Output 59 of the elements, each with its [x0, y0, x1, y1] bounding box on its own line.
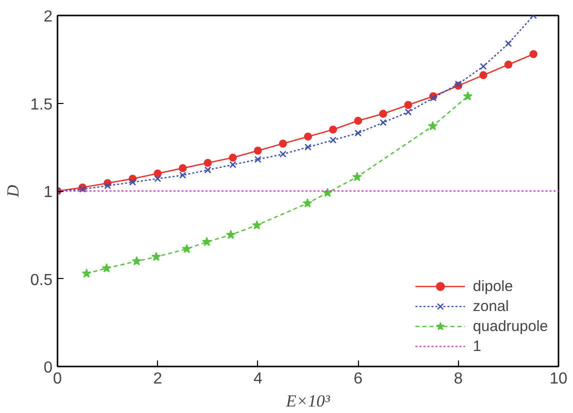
point — [82, 268, 92, 278]
x-tick-label: 2 — [153, 370, 162, 388]
point — [463, 91, 473, 100]
x-axis-title: E×10³ — [285, 392, 331, 410]
legend-label: quadrupole — [472, 318, 548, 334]
point — [304, 132, 312, 141]
point — [480, 62, 487, 70]
x-tick-label: 4 — [253, 370, 262, 388]
point — [154, 175, 162, 182]
x-tick-label: 6 — [354, 370, 363, 388]
legend-label: zonal — [472, 298, 509, 314]
point — [179, 172, 186, 179]
point — [529, 50, 538, 58]
point — [454, 80, 462, 88]
point — [204, 166, 212, 174]
point — [254, 156, 262, 163]
point — [182, 244, 192, 254]
point — [252, 220, 262, 230]
point — [204, 158, 212, 167]
legend-label: 1 — [472, 338, 482, 354]
point — [178, 164, 187, 172]
y-tick-label: 1 — [44, 184, 53, 201]
x-tick-label: 10 — [550, 370, 568, 388]
point — [151, 252, 161, 261]
point — [330, 136, 337, 144]
point — [202, 236, 212, 246]
point — [229, 161, 236, 168]
point — [226, 230, 236, 240]
point — [132, 256, 142, 266]
point — [430, 94, 437, 102]
y-tick-label: 0.5 — [30, 272, 53, 289]
point — [352, 172, 362, 182]
point — [304, 144, 312, 151]
point — [102, 263, 112, 272]
point — [354, 130, 362, 137]
legend-label: dipole — [472, 278, 513, 294]
point — [302, 198, 312, 208]
point — [428, 121, 438, 130]
point — [404, 108, 412, 116]
point — [504, 40, 512, 48]
y-tick-label: 2 — [44, 8, 53, 26]
point — [254, 146, 262, 155]
y-tick-label: 0 — [44, 360, 53, 376]
point — [228, 154, 237, 162]
point — [104, 182, 112, 190]
point — [354, 116, 362, 125]
point — [380, 119, 387, 126]
point — [129, 178, 136, 186]
x-tick-label: 8 — [454, 370, 463, 388]
point — [278, 140, 287, 148]
point — [479, 71, 488, 80]
y-axis-title: D — [3, 184, 22, 198]
point — [379, 110, 388, 118]
point — [329, 126, 338, 134]
point — [279, 150, 286, 158]
y-tick-label: 1.5 — [30, 96, 53, 114]
point — [504, 60, 512, 69]
point — [404, 101, 412, 109]
point — [154, 169, 162, 178]
